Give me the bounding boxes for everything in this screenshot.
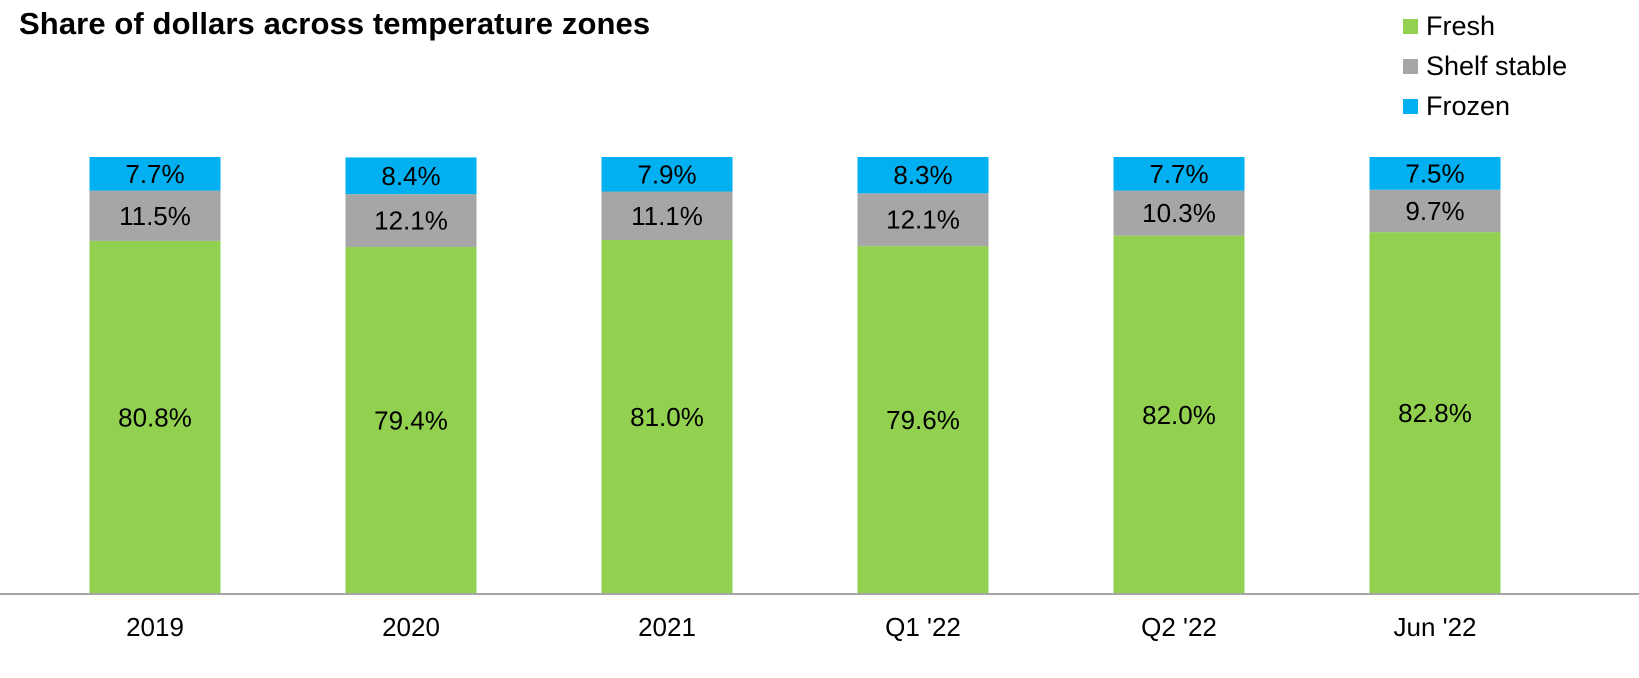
bar-segment-fresh-q2-22 bbox=[1113, 235, 1245, 594]
bar-segment-frozen-q2-22 bbox=[1113, 157, 1245, 191]
bar-segment-shelf-stable-q1-22 bbox=[857, 193, 989, 247]
data-label-frozen-q2-22: 7.7% bbox=[1149, 159, 1208, 189]
data-label-fresh-jun-22: 82.8% bbox=[1398, 398, 1472, 428]
bar-segment-fresh-2020 bbox=[345, 247, 477, 594]
x-tick-label-2021: 2021 bbox=[638, 612, 696, 642]
data-label-shelf-stable-q1-22: 12.1% bbox=[886, 205, 960, 235]
bar-segment-fresh-2019 bbox=[89, 240, 221, 595]
x-tick-label-q1-22: Q1 '22 bbox=[885, 612, 961, 642]
bar-segment-fresh-jun-22 bbox=[1369, 232, 1501, 594]
x-tick-label-jun-22: Jun '22 bbox=[1393, 612, 1476, 642]
data-label-frozen-q1-22: 8.3% bbox=[893, 160, 952, 190]
data-label-shelf-stable-2020: 12.1% bbox=[374, 206, 448, 236]
bar-segment-shelf-stable-jun-22 bbox=[1369, 189, 1501, 233]
data-label-shelf-stable-jun-22: 9.7% bbox=[1405, 196, 1464, 226]
bar-segment-frozen-jun-22 bbox=[1369, 157, 1501, 190]
bar-segment-frozen-2019 bbox=[89, 157, 221, 191]
legend-swatch-fresh bbox=[1403, 18, 1418, 34]
data-label-frozen-jun-22: 7.5% bbox=[1405, 158, 1464, 188]
legend-label-fresh: Fresh bbox=[1426, 10, 1496, 41]
data-label-fresh-q2-22: 82.0% bbox=[1142, 400, 1216, 430]
data-label-shelf-stable-q2-22: 10.3% bbox=[1142, 198, 1216, 228]
data-label-frozen-2021: 7.9% bbox=[637, 159, 696, 189]
legend-label-shelf-stable: Shelf stable bbox=[1426, 50, 1568, 81]
x-tick-label-2019: 2019 bbox=[126, 612, 184, 642]
chart-title: Share of dollars across temperature zone… bbox=[19, 6, 651, 41]
legend: Fresh Shelf stable Frozen bbox=[1403, 6, 1567, 126]
data-label-shelf-stable-2021: 11.1% bbox=[631, 201, 703, 231]
data-label-fresh-q1-22: 79.6% bbox=[886, 405, 960, 435]
bar-segment-fresh-q1-22 bbox=[857, 246, 989, 594]
data-label-frozen-2019: 7.7% bbox=[125, 159, 184, 189]
legend-item-frozen: Frozen bbox=[1403, 86, 1567, 126]
bar-segment-frozen-q1-22 bbox=[857, 157, 989, 194]
x-tick-label-2020: 2020 bbox=[382, 612, 440, 642]
bar-segment-shelf-stable-2019 bbox=[89, 190, 221, 241]
legend-item-fresh: Fresh bbox=[1403, 6, 1567, 46]
bar-segment-frozen-2021 bbox=[601, 157, 733, 192]
bar-segment-fresh-2021 bbox=[601, 240, 733, 594]
data-label-fresh-2020: 79.4% bbox=[374, 406, 448, 436]
data-label-fresh-2021: 81.0% bbox=[630, 402, 704, 432]
data-label-shelf-stable-2019: 11.5% bbox=[119, 201, 191, 231]
legend-label-frozen: Frozen bbox=[1426, 90, 1511, 121]
bar-segment-shelf-stable-q2-22 bbox=[1113, 190, 1245, 236]
data-label-fresh-2019: 80.8% bbox=[118, 402, 192, 432]
bar-segment-shelf-stable-2021 bbox=[601, 191, 733, 241]
bar-segment-frozen-2020 bbox=[345, 157, 477, 195]
legend-swatch-frozen bbox=[1403, 98, 1418, 114]
x-tick-label-q2-22: Q2 '22 bbox=[1141, 612, 1217, 642]
legend-item-shelf-stable: Shelf stable bbox=[1403, 46, 1567, 86]
legend-swatch-shelf-stable bbox=[1403, 58, 1418, 74]
data-label-frozen-2020: 8.4% bbox=[381, 161, 440, 191]
bar-segment-shelf-stable-2020 bbox=[345, 194, 477, 248]
